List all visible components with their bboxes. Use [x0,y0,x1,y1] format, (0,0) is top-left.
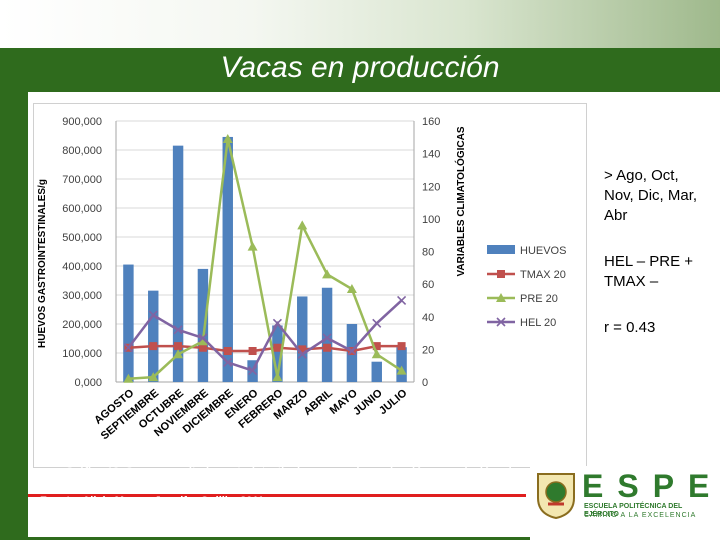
caption-source: Fuente: Alicia Maya y Jennifer Quijije, … [40,495,264,507]
title-band [0,48,720,92]
y2-tick-label: 80 [422,247,434,259]
y2-tick-label: 160 [422,116,440,128]
marker-tmax [323,343,332,352]
marker-hel [347,346,357,356]
marker-pre [247,241,258,251]
legend-label: TMAX 20 [520,269,566,281]
y-tick-label: 300,000 [62,290,102,302]
espe-logo-subtitle: ESCUELA POLITÉCNICA DEL EJÉRCITO [584,503,683,518]
bar-huevos [222,136,233,382]
y-tick-label: 900,000 [62,116,102,128]
y-tick-label: 0,000 [74,377,102,389]
bar-huevos [272,325,283,382]
x-tick-label: ABRIL [302,387,336,418]
marker-pre [272,372,283,382]
figure-caption: Gráfico 12. Carga parasitaria gastrointe… [40,466,600,508]
marker-tmax [372,342,381,351]
bar-huevos [371,361,382,382]
marker-hel [123,343,133,353]
combo-chart: 0,000 100,000 200,000 300,000 400,000 500,000… [37,116,566,442]
marker-pre [371,349,382,359]
side-note-months: > Ago, Oct, Nov, Dic, Mar, Abr [604,167,698,224]
marker-tmax [149,342,158,351]
marker-tmax [397,342,406,351]
y-axis-label: HUEVOS GASTROINTESTINALES/g [37,179,48,348]
marker-pre [322,269,333,279]
y-tick-label: 400,000 [62,261,102,273]
y2-tick-label: 140 [422,149,440,161]
marker-hel [372,318,382,328]
bar-huevos [321,287,333,382]
bar-huevos [197,268,209,382]
marker-pre [123,373,134,383]
accent-divider [28,494,526,497]
y2-tick-label: 100 [422,214,440,226]
legend-swatch-huevos [487,245,515,254]
legend-label: HEL 20 [520,317,556,329]
espe-logo-motto: CAMINO A LA EXCELENCIA [584,512,697,519]
y2-tick-label: 40 [422,312,434,324]
chart-frame: 0,000 100,000 200,000 300,000 400,000 500,000… [33,103,587,468]
marker-tmax [273,343,282,352]
y2-tick-label: 20 [422,344,434,356]
legend-marker [497,270,505,278]
marker-pre [297,220,308,230]
marker-pre [148,372,159,382]
y-tick-label: 600,000 [62,203,102,215]
marker-hel [272,318,282,328]
legend-label: HUEVOS [520,245,566,257]
y2-tick-label: 60 [422,279,434,291]
y2-tick-label: 120 [422,181,440,193]
marker-pre [396,365,407,375]
bar-huevos [297,296,308,382]
marker-hel [248,366,258,376]
marker-tmax [248,347,257,356]
marker-hel [148,310,158,320]
bar-huevos [396,347,407,382]
marker-tmax [298,345,307,354]
y2-axis-label: VARIABLES CLIMATOLÓGICAS [454,126,467,276]
marker-tmax [174,342,183,351]
slide-title: Vacas en producción [220,51,500,84]
university-seal-icon [537,473,575,520]
line-hel [127,299,403,373]
bar-huevos [148,290,159,382]
y-tick-label: 200,000 [62,319,102,331]
y-tick-label: 100,000 [62,348,102,360]
marker-pre [197,336,208,346]
marker-pre [346,284,357,294]
side-notes: > Ago, Oct, Nov, Dic, Mar, Abr HEL – PRE… [604,166,704,364]
marker-tmax [223,347,232,356]
marker-pre [173,349,184,359]
x-tick-label: JUNIO [351,387,385,418]
legend-marker [496,317,506,327]
side-note-correlation: HEL – PRE + TMAX – [604,253,694,290]
marker-hel [198,333,208,343]
marker-hel [297,349,307,359]
marker-hel [223,357,233,367]
marker-hel [322,333,332,343]
bar-huevos [172,145,184,382]
marker-hel [173,325,183,335]
marker-tmax [198,343,207,352]
x-tick-label: JULIO [377,387,410,417]
espe-logo: ESPE [582,468,720,504]
legend-label: PRE 20 [520,293,558,305]
legend-marker [496,293,506,302]
y-tick-label: 500,000 [62,232,102,244]
y-tick-label: 700,000 [62,174,102,186]
side-note-r-value: r = 0.43 [604,319,656,336]
y-tick-label: 800,000 [62,145,102,157]
marker-hel [397,295,407,306]
bar-huevos [123,264,134,382]
y2-tick-label: 0 [422,377,428,389]
caption-text: Gráfico 12. Carga parasitaria gastrointe… [65,466,575,491]
marker-pre [222,133,233,143]
header-band [0,0,720,48]
